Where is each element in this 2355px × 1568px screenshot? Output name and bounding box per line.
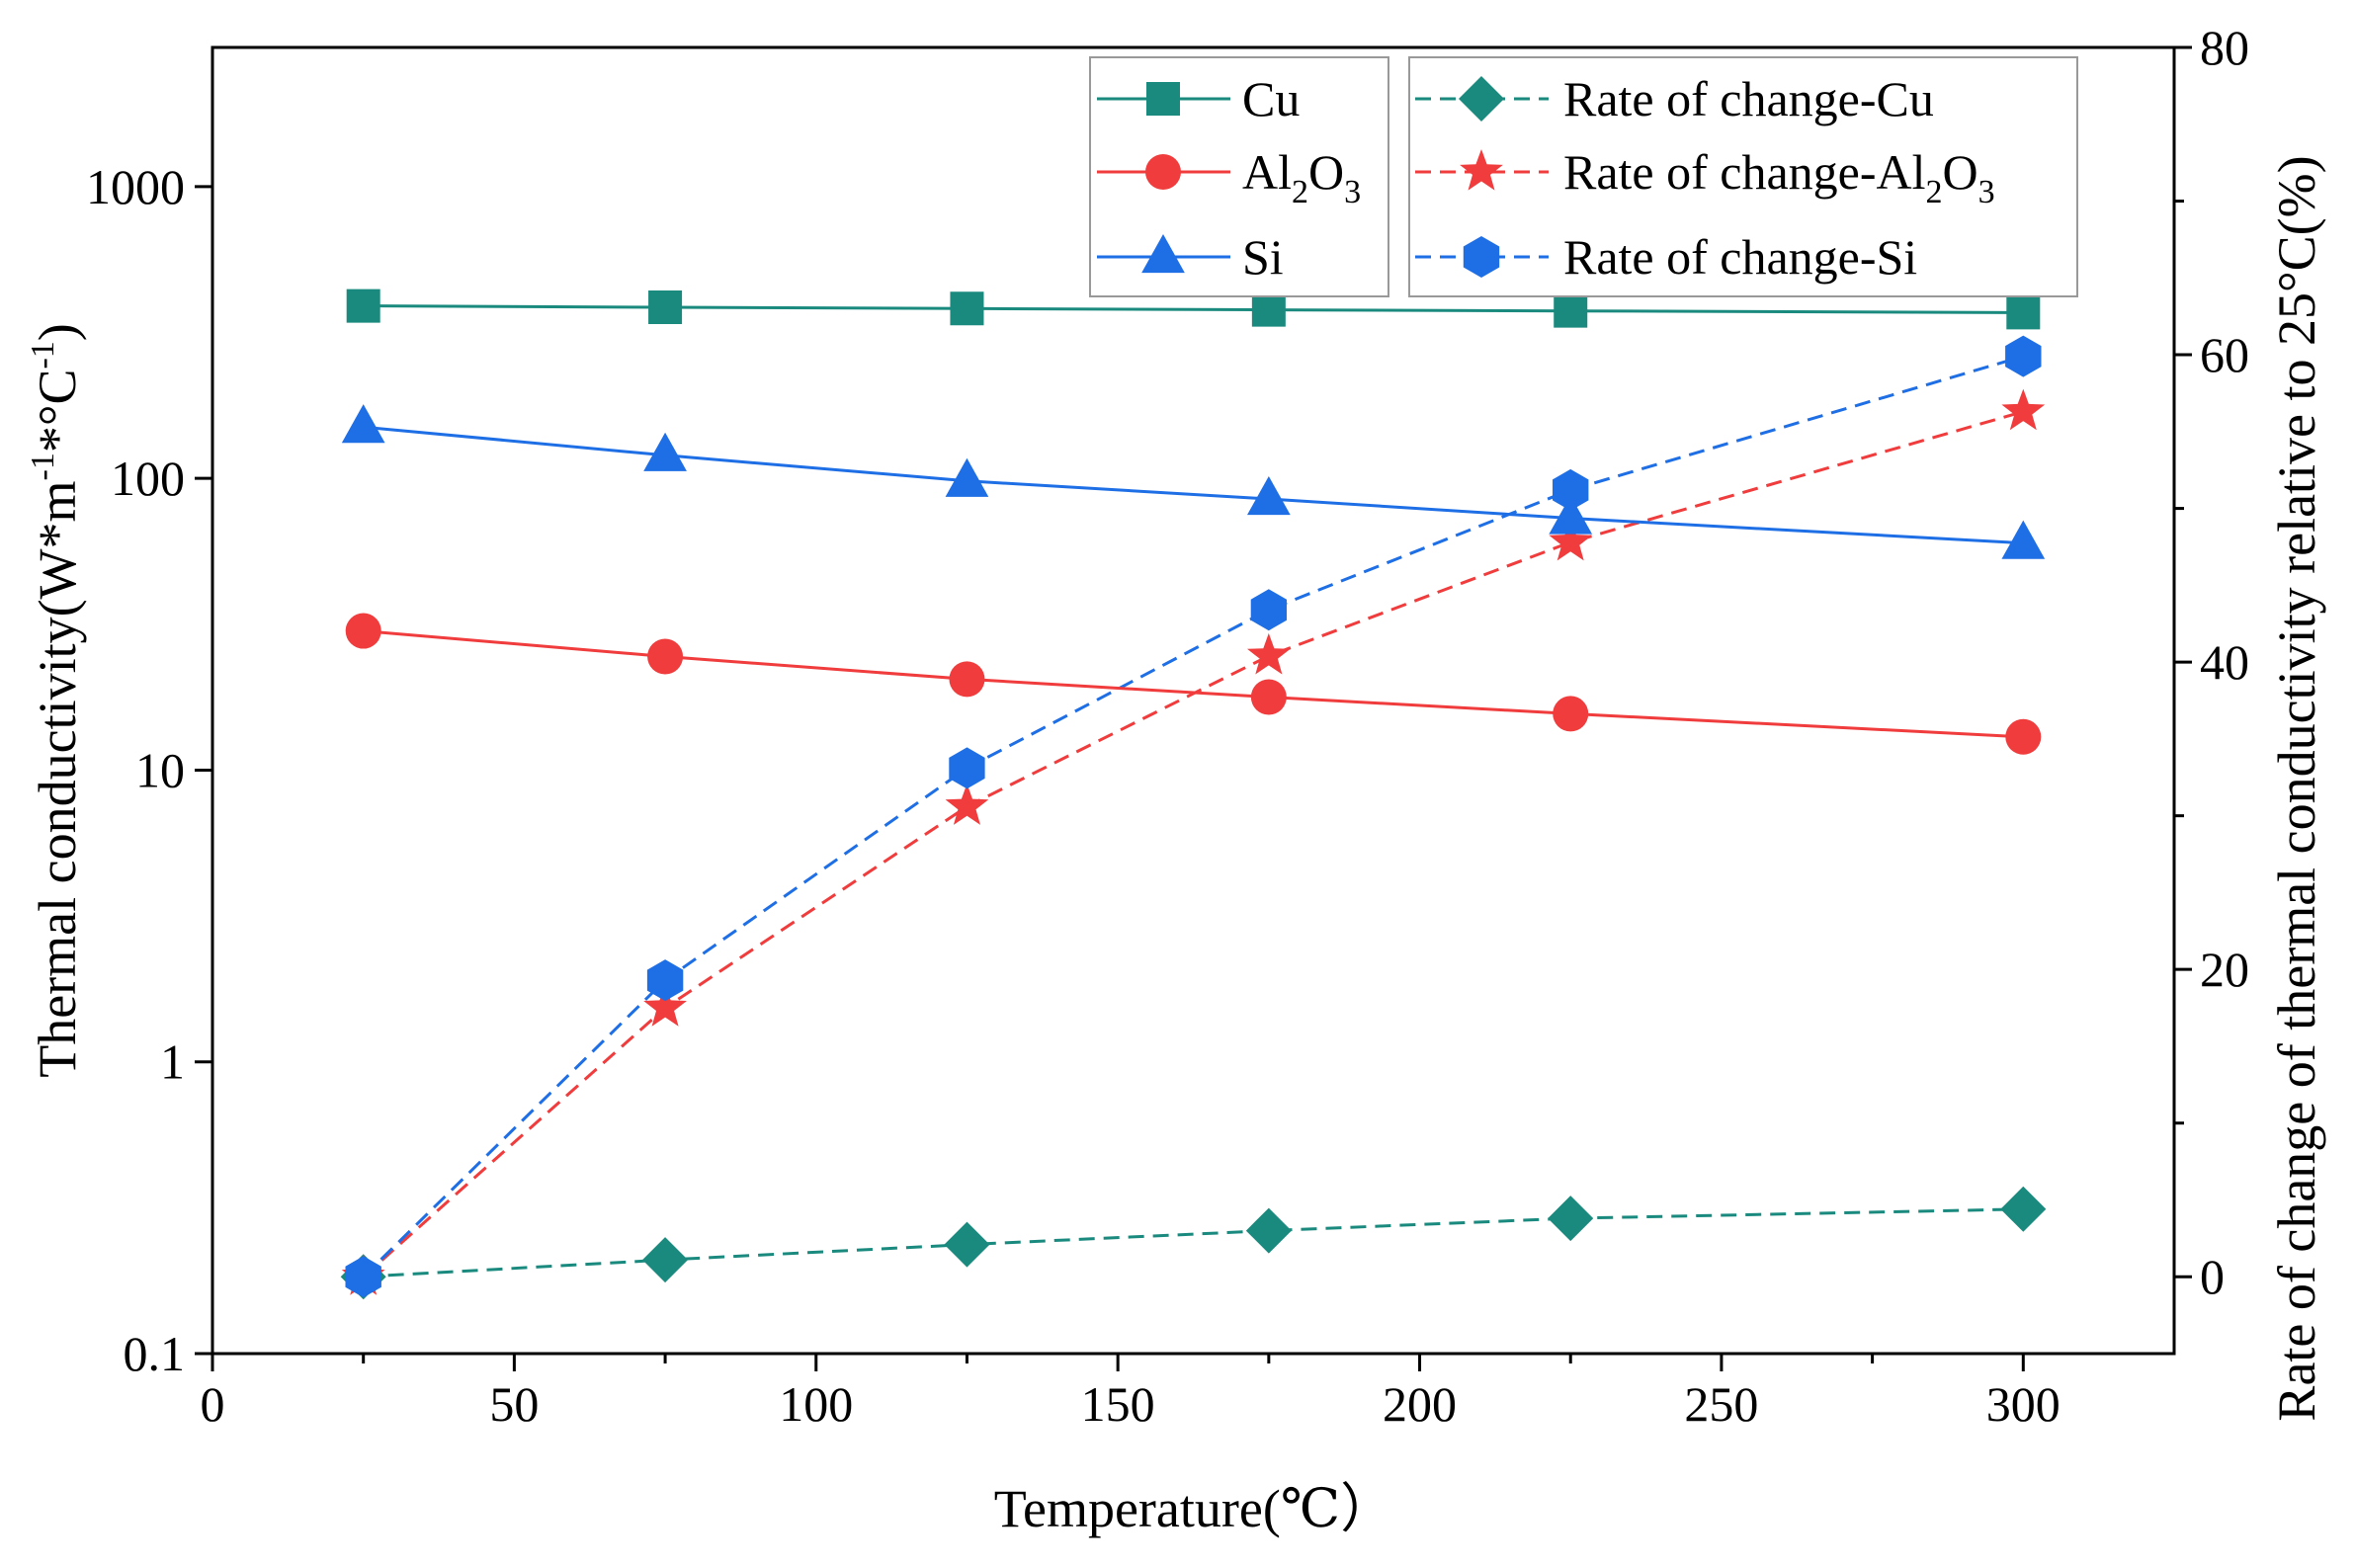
data-point-rate-of-change-al2o3 xyxy=(1549,519,1593,561)
data-point-rate-of-change-cu xyxy=(1548,1196,1594,1242)
legend-box-left xyxy=(1089,56,1389,297)
data-point-si xyxy=(1549,495,1593,535)
series-line-cu xyxy=(363,304,2024,314)
plot-frame xyxy=(210,45,2176,1356)
x-axis-title: Temperature(℃） xyxy=(994,1479,1393,1538)
data-point-cu xyxy=(1251,292,1286,327)
data-point-cu xyxy=(1554,293,1588,328)
x-tick-label: 50 xyxy=(489,1376,539,1432)
y-left-tick-label: 100 xyxy=(111,451,185,506)
series-line-si xyxy=(363,425,2024,545)
data-point-rate-of-change-si xyxy=(1250,589,1287,631)
data-point-al2o3 xyxy=(2005,718,2042,755)
x-tick-label: 250 xyxy=(1684,1376,1758,1432)
data-point-rate-of-change-al2o3 xyxy=(1247,632,1291,675)
legend-marker-rate-of-change-cu xyxy=(1459,76,1504,122)
data-point-al2o3 xyxy=(647,638,684,675)
legend-marker-rate-of-change-si xyxy=(1463,236,1500,278)
legend-label-al2o3: Al2O3 xyxy=(1242,144,1361,210)
series-line-rate-of-change-cu xyxy=(363,1207,2024,1279)
legend-marker-si xyxy=(1141,234,1185,274)
data-point-rate-of-change-cu xyxy=(2000,1186,2047,1232)
data-point-si xyxy=(2001,520,2046,559)
legend-label-cu: Cu xyxy=(1242,71,1300,126)
data-point-cu xyxy=(2006,295,2041,330)
y-right-axis-title: Rate of change of thermal conductivity r… xyxy=(2267,155,2326,1421)
y-left-tick-label: 1 xyxy=(160,1034,185,1090)
data-point-rate-of-change-si xyxy=(949,747,985,789)
data-point-rate-of-change-si xyxy=(1553,468,1589,511)
data-point-rate-of-change-cu xyxy=(944,1221,990,1268)
x-tick-label: 150 xyxy=(1081,1376,1155,1432)
series-line-rate-of-change-si xyxy=(362,355,2024,1279)
y-left-tick-label: 0.1 xyxy=(124,1326,186,1381)
data-point-rate-of-change-cu xyxy=(642,1237,689,1283)
y-right-tick-label: 0 xyxy=(2200,1249,2225,1304)
data-point-si xyxy=(643,432,687,471)
y-right-tick-label: 60 xyxy=(2200,327,2249,382)
data-point-si xyxy=(945,457,989,497)
y-left-axis-title: Thermal conductivity(W*m-1*°C-1) xyxy=(25,323,87,1078)
data-point-al2o3 xyxy=(1250,679,1287,715)
data-point-rate-of-change-si xyxy=(345,1256,381,1298)
x-tick-label: 100 xyxy=(779,1376,853,1432)
legend-marker-rate-of-change-al2o3 xyxy=(1460,149,1503,191)
series-line-al2o3 xyxy=(363,629,2024,739)
data-point-rate-of-change-al2o3 xyxy=(643,985,687,1027)
x-tick-label: 300 xyxy=(1986,1376,2061,1432)
data-point-rate-of-change-si xyxy=(646,959,684,1002)
data-point-cu xyxy=(346,289,380,323)
data-point-rate-of-change-al2o3 xyxy=(945,784,989,825)
legend-label-rate-of-change-cu: Rate of change-Cu xyxy=(1563,71,1934,126)
data-point-si xyxy=(341,404,385,444)
data-point-al2o3 xyxy=(949,661,985,698)
legend-marker-al2o3 xyxy=(1145,154,1181,190)
series-line-rate-of-change-al2o3 xyxy=(362,410,2024,1279)
y-left-tick-label: 1000 xyxy=(86,159,185,214)
x-tick-label: 200 xyxy=(1383,1376,1457,1432)
legend: Cu Al2O3 Si Rate of change-Cu Rate of change… xyxy=(1089,56,2078,297)
legend-label-si: Si xyxy=(1242,229,1284,285)
data-point-rate-of-change-si xyxy=(2005,335,2042,377)
data-point-cu xyxy=(950,291,984,326)
data-point-al2o3 xyxy=(1553,696,1589,732)
data-point-rate-of-change-cu xyxy=(1245,1207,1292,1254)
y-right-tick-label: 20 xyxy=(2200,942,2249,997)
data-point-cu xyxy=(648,289,683,324)
data-point-si xyxy=(1246,476,1291,516)
legend-label-rate-of-change-si: Rate of change-Si xyxy=(1563,229,1917,285)
data-point-al2o3 xyxy=(345,613,381,649)
data-point-rate-of-change-al2o3 xyxy=(2001,388,2046,431)
legend-label-rate-of-change-al2o3: Rate of change-Al2O3 xyxy=(1563,144,1995,210)
legend-marker-cu xyxy=(1146,82,1180,116)
x-tick-label: 0 xyxy=(201,1376,225,1432)
y-left-tick-label: 10 xyxy=(135,742,185,797)
y-right-tick-label: 40 xyxy=(2200,634,2249,690)
y-right-tick-label: 80 xyxy=(2200,20,2249,75)
